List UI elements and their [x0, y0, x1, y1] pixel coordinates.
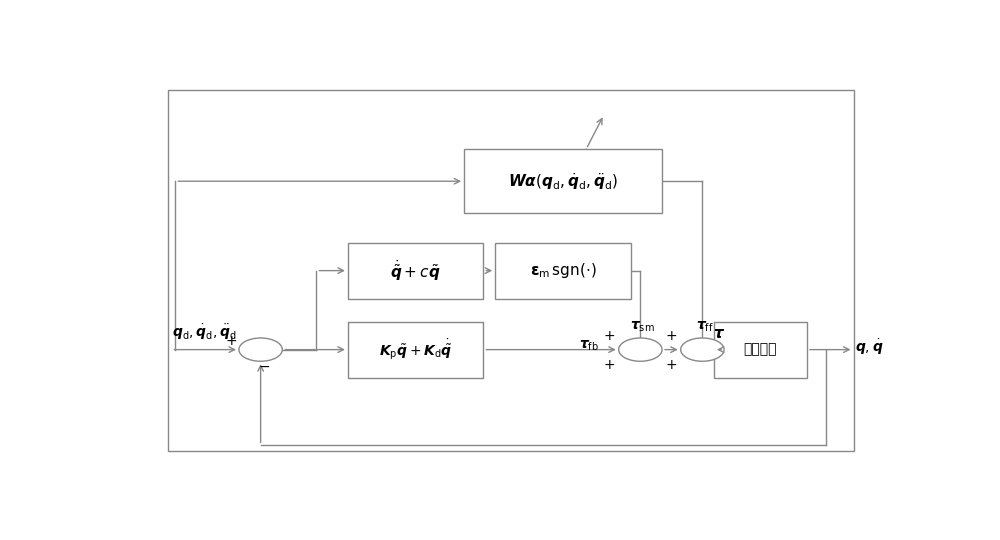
Text: $\boldsymbol{q}_{\mathrm{d}},\dot{\boldsymbol{q}}_{\mathrm{d}},\ddot{\boldsymbol: $\boldsymbol{q}_{\mathrm{d}},\dot{\bolds…: [172, 322, 237, 342]
Text: $+$: $+$: [225, 334, 237, 348]
FancyBboxPatch shape: [168, 90, 854, 451]
Text: $-$: $-$: [258, 359, 271, 373]
FancyBboxPatch shape: [714, 321, 807, 377]
Text: 输送机构: 输送机构: [744, 342, 777, 356]
FancyBboxPatch shape: [464, 149, 662, 213]
Circle shape: [619, 338, 662, 361]
Text: $\boldsymbol{\tau}_{\mathrm{sm}}$: $\boldsymbol{\tau}_{\mathrm{sm}}$: [630, 320, 654, 334]
Text: $\boldsymbol{W\alpha}(\boldsymbol{q}_{\mathrm{d}},\dot{\boldsymbol{q}}_{\mathrm{: $\boldsymbol{W\alpha}(\boldsymbol{q}_{\m…: [508, 171, 618, 192]
Text: $\boldsymbol{q},\dot{\boldsymbol{q}}$: $\boldsymbol{q},\dot{\boldsymbol{q}}$: [855, 338, 884, 357]
Circle shape: [239, 338, 282, 361]
Text: $+$: $+$: [665, 359, 677, 373]
Text: $\dot{\tilde{\boldsymbol{q}}}+c\tilde{\boldsymbol{q}}$: $\dot{\tilde{\boldsymbol{q}}}+c\tilde{\b…: [390, 258, 441, 283]
FancyBboxPatch shape: [348, 242, 483, 299]
Text: $+$: $+$: [603, 329, 615, 343]
Text: $\boldsymbol{\varepsilon}_{\mathrm{m}}\,\mathrm{sgn}(\cdot)$: $\boldsymbol{\varepsilon}_{\mathrm{m}}\,…: [530, 261, 596, 280]
Text: $+$: $+$: [603, 359, 615, 373]
Text: $\boldsymbol{\tau}_{\mathrm{ff}}$: $\boldsymbol{\tau}_{\mathrm{ff}}$: [696, 320, 714, 334]
FancyBboxPatch shape: [348, 321, 483, 377]
Text: $\boldsymbol{\tau}$: $\boldsymbol{\tau}$: [713, 326, 725, 341]
Text: $\boldsymbol{\tau}_{\mathrm{fb}}$: $\boldsymbol{\tau}_{\mathrm{fb}}$: [579, 339, 599, 354]
Circle shape: [681, 338, 724, 361]
FancyBboxPatch shape: [495, 242, 631, 299]
Text: $+$: $+$: [665, 329, 677, 343]
Text: $\boldsymbol{K}_{\mathrm{p}}\tilde{\boldsymbol{q}}+\boldsymbol{K}_{\mathrm{d}}\d: $\boldsymbol{K}_{\mathrm{p}}\tilde{\bold…: [379, 338, 452, 362]
